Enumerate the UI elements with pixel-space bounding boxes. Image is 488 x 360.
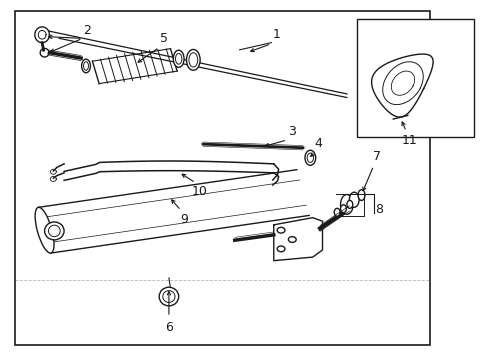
Text: 3: 3 [287,125,295,138]
Ellipse shape [348,192,358,207]
Ellipse shape [186,49,200,70]
Ellipse shape [173,50,183,67]
Ellipse shape [340,194,352,214]
Ellipse shape [288,237,296,242]
Bar [15,12,429,345]
Text: 9: 9 [180,213,187,226]
Ellipse shape [81,59,90,73]
Text: 2: 2 [83,24,91,37]
Ellipse shape [306,153,313,162]
Ellipse shape [333,208,339,216]
Ellipse shape [48,225,60,237]
Ellipse shape [163,291,175,302]
Ellipse shape [357,190,364,201]
Ellipse shape [175,53,182,64]
Ellipse shape [340,205,346,213]
Ellipse shape [35,207,54,253]
Ellipse shape [83,62,88,70]
Text: 7: 7 [372,150,380,163]
Bar [356,19,473,137]
Text: 6: 6 [164,320,172,334]
Text: 10: 10 [191,185,207,198]
Ellipse shape [277,227,285,233]
Ellipse shape [305,150,315,165]
Polygon shape [273,218,322,261]
Ellipse shape [44,222,64,240]
Text: 8: 8 [374,203,383,216]
Text: 5: 5 [159,32,167,45]
Ellipse shape [277,246,285,252]
Ellipse shape [159,287,178,306]
Text: 4: 4 [314,137,322,150]
Ellipse shape [346,201,352,208]
Ellipse shape [188,53,197,67]
Text: 1: 1 [272,28,280,41]
Text: 11: 11 [401,134,416,147]
